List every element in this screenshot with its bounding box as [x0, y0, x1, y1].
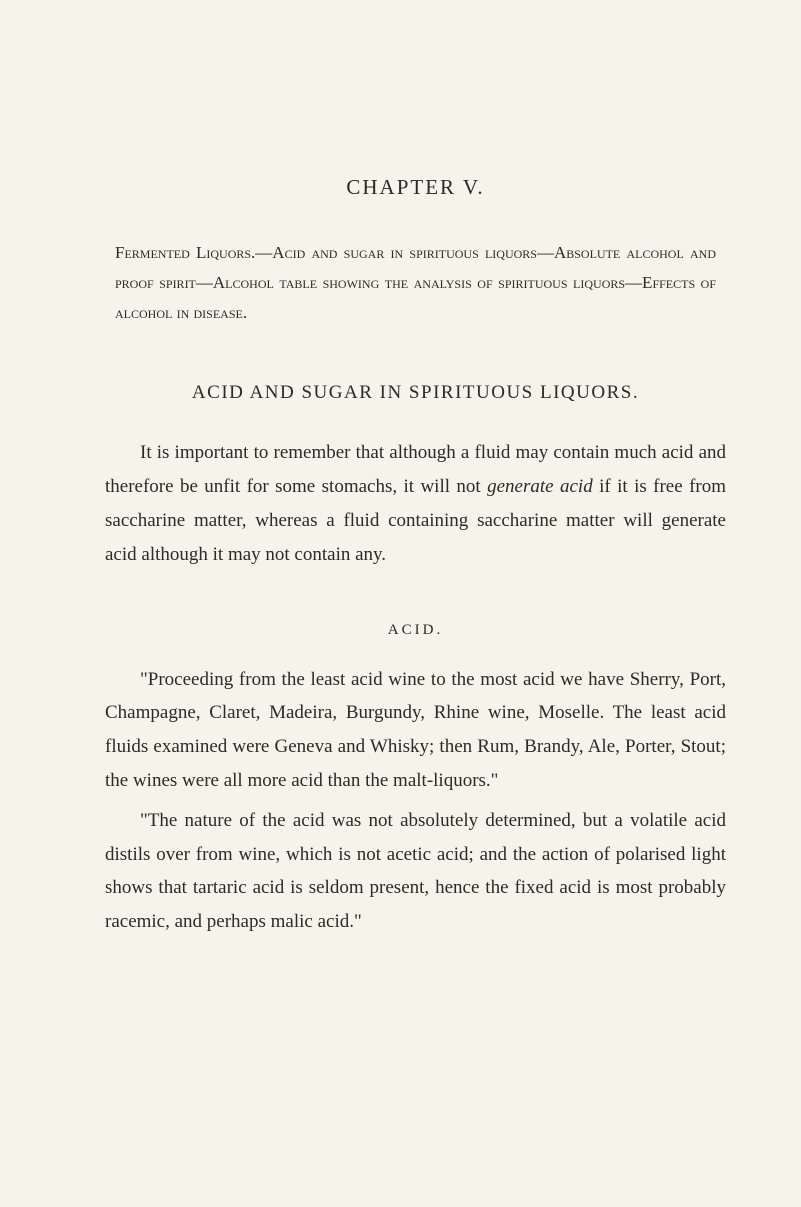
paragraph-acid-1: "Proceeding from the least acid wine to …	[105, 663, 726, 798]
chapter-summary: Fermented Liquors.—Acid and sugar in spi…	[105, 238, 726, 327]
document-page: CHAPTER V. Fermented Liquors.—Acid and s…	[0, 0, 801, 999]
italic-phrase: generate acid	[487, 476, 593, 497]
paragraph-intro: It is important to remember that althoug…	[105, 436, 726, 571]
paragraph-acid-2: "The nature of the acid was not absolute…	[105, 804, 726, 939]
acid-heading: ACID.	[105, 622, 726, 639]
section-title: ACID AND SUGAR IN SPIRITUOUS LIQUORS.	[105, 382, 726, 404]
chapter-title: CHAPTER V.	[105, 175, 726, 200]
